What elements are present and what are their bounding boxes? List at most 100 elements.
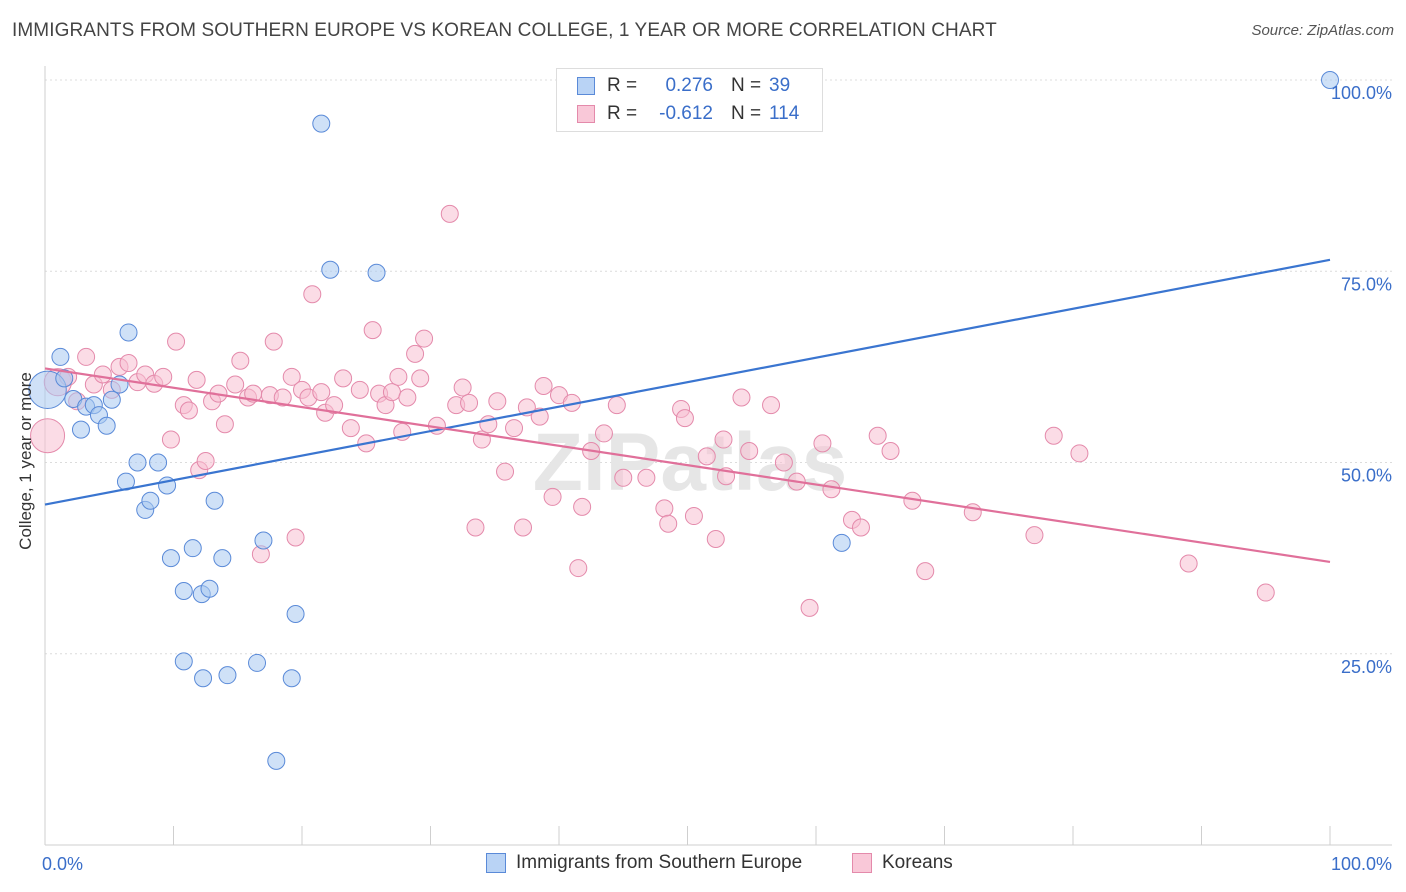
watermark: ZIPatlas <box>533 417 847 508</box>
y-axis-label-wrap: College, 1 year or more <box>14 356 38 566</box>
trend-line-southern-europe <box>44 258 1331 506</box>
point-southern-europe <box>312 114 331 133</box>
legend-n-label: N = <box>731 75 762 96</box>
bottom-legend-southern-europe: Immigrants from Southern Europe <box>486 852 802 874</box>
point-koreans <box>1179 554 1198 573</box>
point-koreans <box>350 380 369 399</box>
point-koreans <box>77 347 96 366</box>
point-southern-europe <box>183 539 202 558</box>
point-koreans <box>675 409 694 428</box>
point-koreans <box>659 514 678 533</box>
point-koreans <box>93 365 112 384</box>
point-southern-europe <box>194 669 213 688</box>
point-koreans <box>637 468 656 487</box>
point-koreans <box>273 388 292 407</box>
point-southern-europe <box>1321 71 1339 89</box>
point-southern-europe <box>174 582 193 601</box>
point-southern-europe <box>248 653 267 672</box>
point-koreans <box>851 518 870 537</box>
point-koreans <box>312 383 331 402</box>
point-koreans <box>154 367 173 386</box>
point-koreans <box>161 430 180 449</box>
tick-labels: 25.0% 50.0% 75.0% 100.0% 0.0% 100.0% <box>42 83 1392 874</box>
point-koreans <box>505 419 524 438</box>
point-southern-europe <box>119 323 138 342</box>
point-southern-europe <box>282 669 301 688</box>
point-koreans <box>740 442 759 461</box>
bottom-legend-label: Immigrants from Southern Europe <box>516 852 803 873</box>
point-southern-europe <box>286 604 305 623</box>
y-tick-label: 25.0% <box>1341 657 1392 677</box>
legend-n-label: N = <box>731 103 762 124</box>
point-koreans <box>167 332 186 351</box>
point-koreans <box>341 419 360 438</box>
point-southern-europe <box>367 263 386 282</box>
point-koreans <box>325 396 344 415</box>
point-southern-europe <box>174 652 193 671</box>
point-koreans <box>916 562 935 581</box>
point-koreans <box>334 369 353 388</box>
point-southern-europe <box>141 491 160 510</box>
point-southern-europe <box>218 666 237 685</box>
bottom-legend-label: Koreans <box>882 852 953 873</box>
point-koreans <box>732 388 751 407</box>
bottom-legend-koreans: Koreans <box>852 852 953 874</box>
point-koreans <box>534 377 553 395</box>
point-koreans <box>530 407 549 426</box>
point-koreans <box>1256 583 1275 602</box>
legend-r-value: -0.612 <box>659 103 713 124</box>
x-tick-label: 100.0% <box>1331 854 1392 874</box>
point-koreans <box>1070 444 1089 463</box>
point-koreans <box>800 598 819 617</box>
point-southern-europe <box>149 453 168 472</box>
point-koreans <box>496 462 515 481</box>
point-koreans <box>406 344 425 363</box>
point-koreans <box>714 430 733 449</box>
point-koreans <box>382 383 401 402</box>
point-koreans <box>697 447 716 466</box>
y-axis-label: College, 1 year or more <box>16 372 35 550</box>
legend-r-value: 0.276 <box>665 75 713 96</box>
legend-row-southern-europe: R = 0.276 N = 39 <box>577 75 790 97</box>
legend-swatch-blue <box>577 77 595 95</box>
point-southern-europe <box>51 347 70 366</box>
point-koreans <box>488 392 507 411</box>
axes <box>44 66 1392 846</box>
x-tick-label: 0.0% <box>42 854 83 874</box>
point-koreans <box>440 204 459 223</box>
point-southern-europe <box>205 491 224 510</box>
southern-europe-points <box>28 71 1339 770</box>
trend-line-koreans <box>44 367 1331 564</box>
bottom-legend-swatch-pink <box>852 853 872 873</box>
legend-r-label: R = <box>607 75 638 96</box>
legend-r-label: R = <box>607 103 638 124</box>
point-koreans <box>286 528 305 547</box>
trend-lines <box>44 258 1331 564</box>
y-tick-label: 100.0% <box>1331 83 1392 103</box>
point-koreans <box>607 396 626 415</box>
point-koreans <box>415 329 434 348</box>
point-southern-europe <box>128 453 147 472</box>
legend-swatch-pink <box>577 105 595 123</box>
point-koreans <box>187 370 206 389</box>
point-koreans <box>231 351 250 370</box>
point-koreans <box>264 332 283 351</box>
y-tick-label: 50.0% <box>1341 466 1392 486</box>
point-koreans <box>774 453 793 472</box>
point-southern-europe <box>832 533 851 552</box>
point-koreans <box>179 401 198 420</box>
chart-source: Source: ZipAtlas.com <box>1251 22 1394 39</box>
y-tick-label: 75.0% <box>1341 274 1392 294</box>
point-koreans <box>453 378 472 397</box>
point-southern-europe <box>254 531 273 550</box>
point-koreans <box>460 393 479 412</box>
point-southern-europe <box>200 579 219 598</box>
point-southern-europe <box>97 416 116 435</box>
legend-n-value: 39 <box>769 75 791 96</box>
point-koreans <box>569 559 588 578</box>
legend-n-value: 114 <box>769 103 800 124</box>
point-southern-europe <box>161 549 180 568</box>
point-koreans <box>543 487 562 506</box>
point-koreans <box>684 507 703 526</box>
